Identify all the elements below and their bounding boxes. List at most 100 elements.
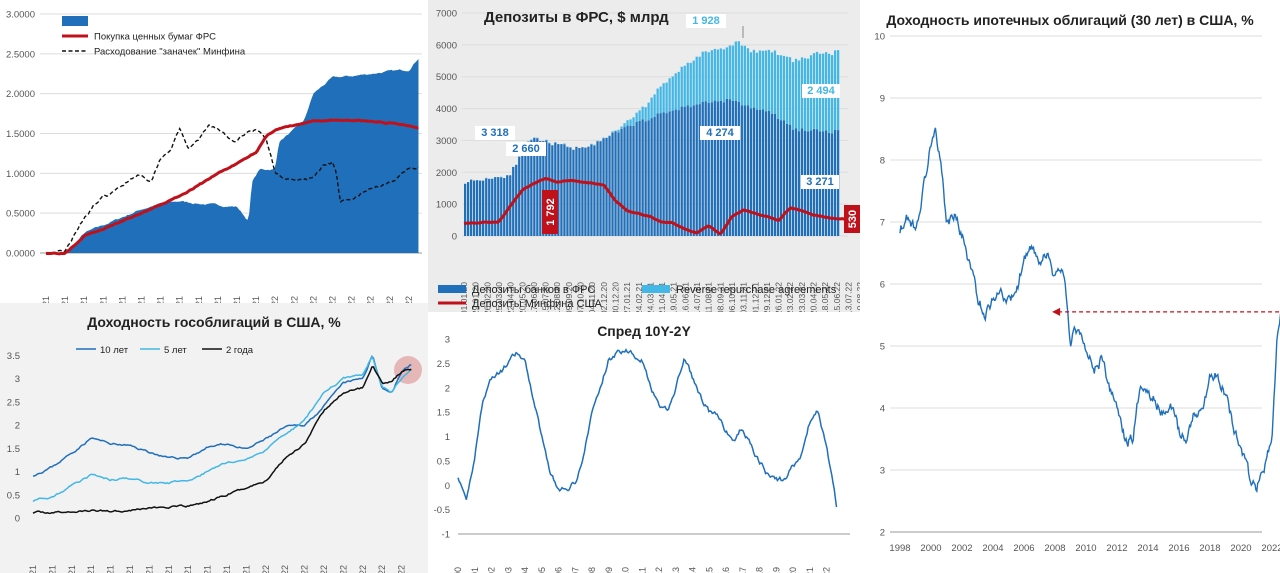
x-tick-label: 01.08.22 xyxy=(397,565,407,573)
bank-deposits-bar xyxy=(587,146,590,236)
x-tick-label: 25.03.20 xyxy=(494,282,504,312)
reverse-repo-bar xyxy=(728,45,731,100)
bank-deposits-bar xyxy=(776,118,780,236)
bank-deposits-bar xyxy=(539,141,542,236)
data-label: 3 271 xyxy=(806,176,834,188)
reference-arrow-head xyxy=(1052,307,1061,316)
chart-title: Доходность гособлигаций в США, % xyxy=(87,314,341,330)
bank-deposits-bar xyxy=(503,178,506,236)
reverse-repo-bar xyxy=(755,52,759,110)
bank-deposits-bar xyxy=(563,144,566,236)
y-tick-label: 1 xyxy=(15,467,20,478)
reverse-repo-bar xyxy=(767,49,771,111)
bank-deposits-bar xyxy=(791,129,795,236)
x-tick-label: 2022 xyxy=(822,567,832,573)
bank-deposits-bar xyxy=(620,128,623,236)
reverse-repo-bar xyxy=(752,49,756,108)
panel-mortgage-chart: 2 3 4 5 6 7 8 9 10 Доходность ипотечных облигаций… xyxy=(860,0,1280,573)
bank-deposits-bar xyxy=(644,121,647,236)
x-tick-label: 01.08.21 xyxy=(175,296,185,303)
reverse-repo-bar xyxy=(653,94,656,117)
reverse-repo-bar xyxy=(617,129,620,133)
y-tick-label: 3 xyxy=(15,374,20,385)
bank-deposits-bar xyxy=(764,111,768,236)
legend-label: 5 лет xyxy=(164,345,187,356)
panel-treasury-yields-chart: 0 0.5 1 1.5 2 2.5 3 3.5 Доходность гособлигаций … xyxy=(0,303,428,573)
reverse-repo-bar xyxy=(749,52,753,109)
x-tick-label: 09.09.20 xyxy=(564,282,574,312)
reverse-repo-bar xyxy=(713,48,716,101)
x-tick-label: 01.05.21 xyxy=(106,565,116,573)
bank-deposits-bar xyxy=(659,113,662,236)
bank-deposits-bar xyxy=(557,144,560,236)
x-tick-label: 01.11.21 xyxy=(232,296,242,303)
data-label: 1 928 xyxy=(692,15,720,27)
y-tick-label: 0 xyxy=(452,232,457,243)
data-label-box xyxy=(844,205,860,233)
x-tick-label: 2012 xyxy=(1106,543,1127,554)
reverse-repo-bar xyxy=(743,45,746,106)
x-tick-label: 02.12.20 xyxy=(599,282,609,312)
bank-deposits-bar xyxy=(527,141,530,236)
reverse-repo-bar xyxy=(722,49,725,103)
reverse-repo-bar xyxy=(620,126,623,129)
x-tick-label: 04.11.20 xyxy=(587,282,597,312)
bank-deposits-bar xyxy=(749,108,753,236)
y-tick-label: 2.5 xyxy=(7,397,20,408)
x-tick-label: 01.03.22 xyxy=(300,565,310,573)
x-tick-label: 2022 xyxy=(1261,543,1280,554)
bank-deposits-bar xyxy=(680,106,683,236)
x-tick-label: 2004 xyxy=(520,567,530,573)
x-tick-label: 2006 xyxy=(554,567,564,573)
x-tick-label: 2016 xyxy=(721,567,731,573)
bank-deposits-bar xyxy=(686,105,689,236)
reverse-repo-bar xyxy=(548,142,551,144)
x-tick-label: 01.06.21 xyxy=(137,296,147,303)
x-tick-label: 01.04.22 xyxy=(328,296,338,303)
x-tick-label: 01.09.21 xyxy=(194,296,204,303)
x-tick-label: 01.02.21 xyxy=(47,565,57,573)
data-label: 2 660 xyxy=(512,143,540,155)
data-label-box xyxy=(475,126,515,140)
fed-purchases-line xyxy=(45,118,419,256)
bank-deposits-bar xyxy=(689,107,692,236)
y-tick-label: 4 xyxy=(880,404,885,415)
reverse-repo-bar xyxy=(794,58,798,129)
data-label: 4 274 xyxy=(706,127,734,139)
x-tick-label: 24.02.21 xyxy=(634,282,644,312)
x-tick-label: 01.10.21 xyxy=(203,565,213,573)
x-tick-label: 23.03.22 xyxy=(797,282,807,312)
x-tick-label: 2003 xyxy=(503,567,513,573)
reverse-repo-bar xyxy=(602,137,605,139)
reverse-repo-bar xyxy=(614,130,617,132)
data-label: 2 494 xyxy=(807,85,835,97)
bank-deposits-bar xyxy=(773,113,777,236)
data-label-box xyxy=(801,175,839,189)
y-tick-label: 5000 xyxy=(436,72,457,83)
bank-deposits-bar xyxy=(479,180,482,236)
x-tick-label: 01.01.22 xyxy=(261,565,271,573)
bank-deposits-bar xyxy=(788,125,792,236)
legend-label: Покупка ценных бумаг ФРС xyxy=(94,32,216,43)
bank-deposits-bar xyxy=(488,178,491,236)
x-tick-label: 01.12.21 xyxy=(241,565,251,573)
reverse-repo-bar xyxy=(683,65,686,107)
reverse-repo-bar xyxy=(734,41,737,101)
mortgage-yield-line xyxy=(899,127,1280,494)
x-tick-label: 20.04.22 xyxy=(809,282,819,312)
reverse-repo-bar xyxy=(623,123,626,128)
bank-deposits-bar xyxy=(482,180,485,236)
y-tick-label: 1.0000 xyxy=(6,169,35,180)
x-tick-label: 24.03.21 xyxy=(645,282,655,312)
y-tick-label: 3.5 xyxy=(7,351,20,362)
fed-deposits-chart-svg: 0 1000 2000 3000 4000 5000 6000 7000 Депозиты в … xyxy=(436,9,860,312)
x-tick-label: 01.02.22 xyxy=(289,296,299,303)
x-tick-label: 2002 xyxy=(951,543,972,554)
reverse-repo-bar xyxy=(719,48,722,101)
x-tick-label: 01.01.21 xyxy=(41,296,51,303)
x-tick-label: 2021 xyxy=(805,567,815,573)
bank-deposits-bar xyxy=(641,119,644,236)
